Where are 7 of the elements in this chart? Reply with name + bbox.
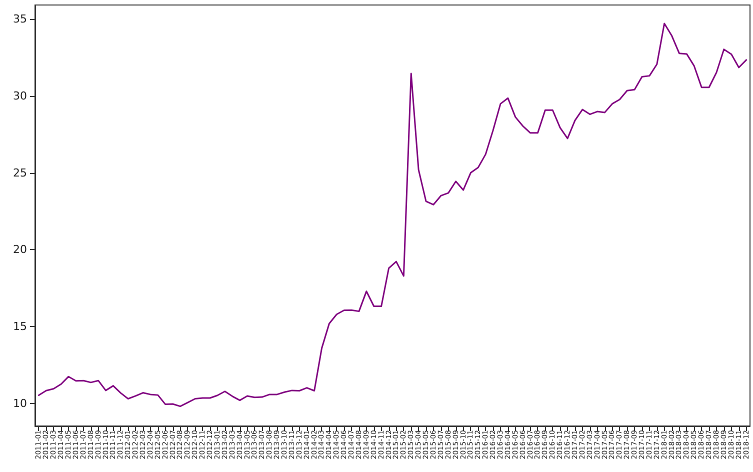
y-tick-label: 25: [13, 166, 27, 180]
y-tick-label: 30: [13, 89, 27, 102]
y-tick-label: 20: [13, 243, 27, 256]
line-series: [38, 22, 748, 408]
y-tick-label: 15: [13, 320, 27, 334]
y-tick-label: 10: [13, 397, 27, 410]
y-tick-label: 35: [13, 12, 27, 26]
